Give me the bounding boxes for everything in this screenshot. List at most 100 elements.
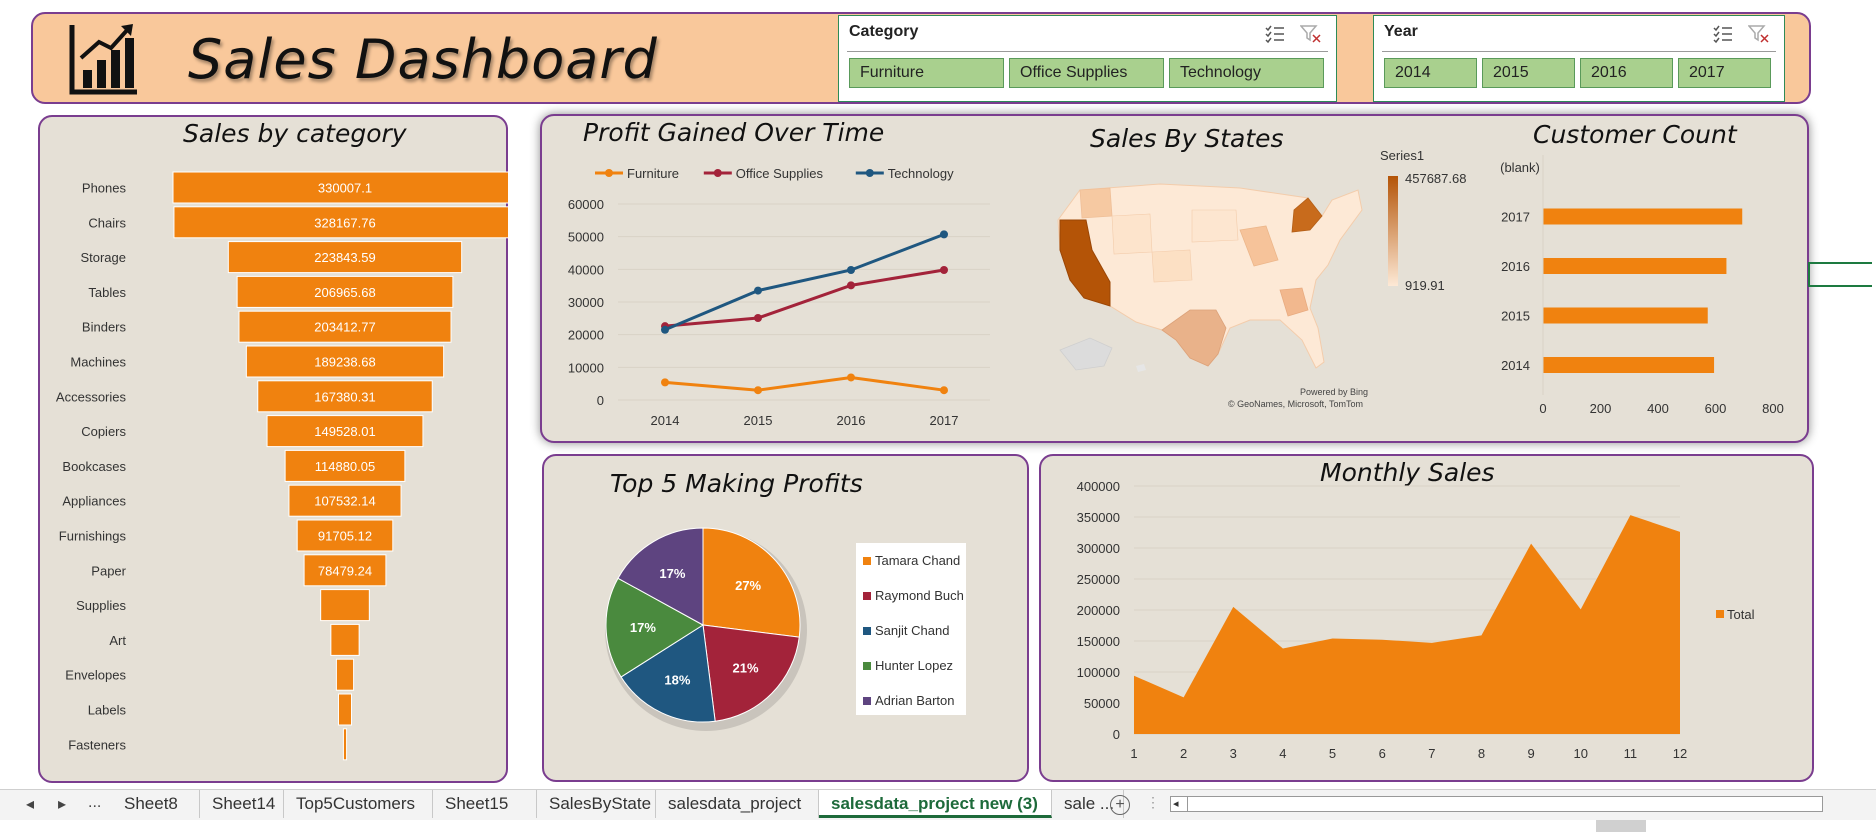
category-bar (296, 519, 394, 552)
x-tick-label: 200 (1590, 401, 1612, 416)
customer-category-label: 2015 (1501, 309, 1530, 324)
x-tick-label: 800 (1762, 401, 1784, 416)
category-office-supplies-button[interactable]: Office Supplies (1009, 58, 1164, 88)
category-bar (266, 415, 424, 448)
x-tick-label: 400 (1647, 401, 1669, 416)
area-series (1134, 515, 1680, 734)
series-point (847, 281, 855, 290)
horizontal-scrollbar[interactable]: ◂ (1170, 796, 1823, 812)
pie-slice-label: 21% (733, 661, 759, 676)
category-label: Copiers (81, 424, 126, 439)
category-bar (284, 449, 406, 482)
x-tick-label: 2015 (744, 413, 773, 428)
legend-label: Technology (888, 166, 954, 181)
customer-category-label: 2014 (1501, 358, 1530, 373)
legend-swatch (863, 557, 871, 565)
pie-legend-item: Sanjit Chand (863, 623, 949, 638)
category-label: Tables (88, 285, 126, 300)
scrollbar-separator (1187, 797, 1188, 811)
tab-scroll-left-icon[interactable]: ◂ (26, 796, 35, 813)
clear-filter-icon[interactable] (1748, 24, 1770, 44)
multi-select-icon[interactable] (1712, 24, 1734, 44)
map-legend-gradient (1388, 176, 1398, 286)
category-bar (320, 589, 370, 622)
category-value-label: 189238.68 (314, 355, 375, 370)
sheet-tab[interactable]: Sheet15 (433, 790, 537, 818)
sheet-tab[interactable]: Sheet14 (200, 790, 284, 818)
category-slicer[interactable]: Category Furniture Office Supplies Techn… (838, 15, 1337, 102)
legend-label: Sanjit Chand (875, 623, 950, 638)
x-tick-label: 7 (1428, 746, 1435, 761)
legend-label: Raymond Buch (875, 588, 964, 603)
x-tick-label: 4 (1279, 746, 1286, 761)
year-2017-button[interactable]: 2017 (1678, 58, 1771, 88)
y-tick-label: 10000 (568, 360, 604, 375)
series-line (664, 268, 945, 328)
vertical-scrollbar-thumb[interactable] (1596, 820, 1646, 832)
sheet-tab[interactable]: salesdata_project (656, 790, 819, 818)
series-point (847, 265, 855, 274)
y-tick-label: 50000 (1084, 696, 1120, 711)
tab-scroll-right-icon[interactable]: ▸ (58, 796, 67, 813)
category-value-label: 330007.1 (318, 181, 372, 196)
legend-swatch (863, 592, 871, 600)
year-slicer[interactable]: Year 2014 2015 2016 2017 (1373, 15, 1785, 102)
year-2014-button[interactable]: 2014 (1384, 58, 1477, 88)
category-bar (236, 275, 454, 308)
x-tick-label: 1 (1130, 746, 1137, 761)
tab-more-button[interactable]: ... (88, 794, 102, 811)
category-slicer-title: Category (849, 23, 919, 40)
category-value-label: 91705.12 (318, 529, 372, 544)
bar-chart-growth-icon (69, 24, 137, 95)
category-technology-button[interactable]: Technology (1169, 58, 1324, 88)
category-bar (227, 241, 463, 274)
add-sheet-icon[interactable]: + (1110, 795, 1130, 815)
category-bar (330, 623, 360, 656)
y-tick-label: 20000 (568, 328, 604, 343)
legend-marker (605, 169, 613, 177)
cell-selection[interactable] (1808, 262, 1872, 287)
pie-slice (702, 527, 801, 638)
category-bar (335, 658, 355, 691)
legend-label: Office Supplies (736, 166, 824, 181)
legend-label: Furniture (627, 166, 679, 181)
year-slicer-title: Year (1384, 23, 1418, 40)
customer-bar (1543, 258, 1727, 274)
category-value-label: 114880.05 (315, 459, 376, 474)
x-tick-label: 2017 (930, 413, 959, 428)
pie-slice-label: 27% (735, 578, 761, 593)
sheet-tab[interactable]: Top5Customers (284, 790, 433, 818)
category-bar (173, 206, 508, 239)
scroll-left-arrow-icon[interactable]: ◂ (1173, 798, 1179, 810)
category-bar (303, 554, 387, 587)
splitter-icon[interactable]: ⋮ (1146, 794, 1160, 810)
sales-by-category-title: Sales by category (183, 119, 407, 148)
map-credit-providers: © GeoNames, Microsoft, TomTom (1228, 399, 1363, 409)
y-tick-label: 0 (597, 393, 604, 408)
legend-label: Total (1727, 607, 1755, 622)
category-bar (238, 310, 452, 343)
category-value-label: 203412.77 (314, 320, 375, 335)
category-bar (288, 484, 402, 517)
y-tick-label: 30000 (568, 295, 604, 310)
multi-select-icon[interactable] (1264, 24, 1286, 44)
clear-filter-icon[interactable] (1300, 24, 1322, 44)
legend-label: Tamara Chand (875, 553, 961, 568)
legend-swatch (863, 697, 871, 705)
sheet-tab[interactable]: Sheet8 (112, 790, 200, 818)
category-value-label: 223843.59 (314, 250, 375, 265)
category-furniture-button[interactable]: Furniture (849, 58, 1004, 88)
year-2015-button[interactable]: 2015 (1482, 58, 1575, 88)
customer-bar (1543, 357, 1715, 373)
sheet-tab[interactable]: salesdata_project new (3) (819, 790, 1052, 818)
series-point (661, 325, 669, 334)
category-label: Machines (70, 355, 126, 370)
series-point (661, 378, 669, 387)
series-point (940, 386, 948, 395)
year-2016-button[interactable]: 2016 (1580, 58, 1673, 88)
category-label: Art (109, 633, 126, 648)
sales-by-states-title: Sales By States (1090, 124, 1284, 153)
category-label: Appliances (62, 494, 126, 509)
sheet-tab[interactable]: SalesByState (537, 790, 656, 818)
category-label: Supplies (76, 598, 126, 613)
